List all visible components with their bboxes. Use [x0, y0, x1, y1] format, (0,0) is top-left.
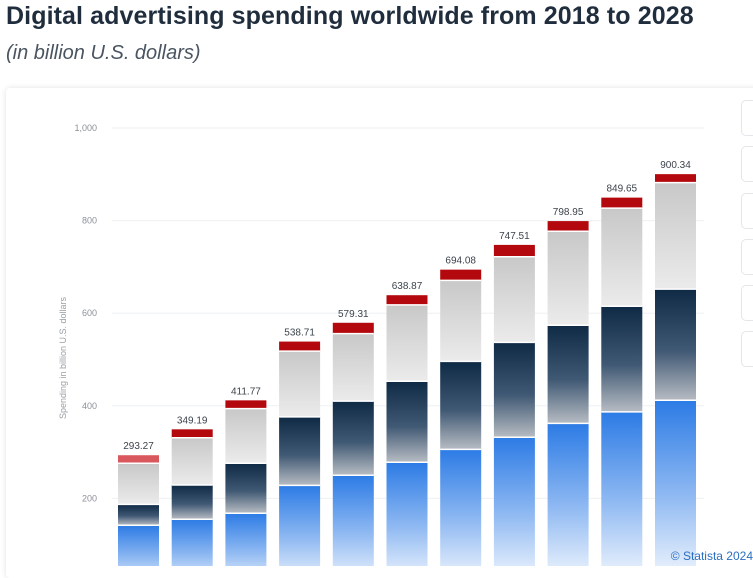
- total-label-2028: 900.34: [660, 160, 691, 171]
- bar-segment-2019-s3[interactable]: [171, 437, 213, 485]
- bell-icon[interactable]: [741, 100, 753, 136]
- total-label-2021: 538.71: [284, 328, 315, 339]
- bar-segment-2022-s3[interactable]: [332, 333, 374, 402]
- download-icon[interactable]: [741, 193, 753, 229]
- bar-segment-2028-s3[interactable]: [655, 182, 696, 290]
- bar-segment-2019-s4[interactable]: [171, 429, 213, 438]
- bar-segment-2025-s4[interactable]: [493, 244, 535, 257]
- bar-segment-2026-s2[interactable]: [547, 325, 589, 424]
- bar-segment-2021-s2[interactable]: [279, 416, 321, 486]
- bar-segment-2020-s1[interactable]: [225, 513, 267, 566]
- bar-segment-2019-s1[interactable]: [171, 519, 213, 566]
- copyright-text[interactable]: © Statista 2024: [670, 549, 753, 563]
- bar-segment-2028-s4[interactable]: [655, 174, 696, 183]
- bar-segment-2018-s4[interactable]: [118, 455, 159, 464]
- total-label-2026: 798.95: [553, 207, 584, 218]
- bar-segment-2022-s4[interactable]: [332, 322, 374, 334]
- bar-segment-2023-s4[interactable]: [386, 295, 428, 305]
- info-icon[interactable]: [741, 331, 753, 367]
- total-label-2025: 747.51: [499, 231, 530, 242]
- bar-segment-2024-s2[interactable]: [440, 361, 482, 450]
- bar-segment-2025-s2[interactable]: [493, 342, 535, 438]
- y-tick-label: 800: [82, 216, 97, 226]
- total-label-2024: 694.08: [445, 256, 476, 267]
- bar-segment-2026-s4[interactable]: [547, 221, 589, 232]
- bar-segment-2024-s3[interactable]: [440, 280, 482, 362]
- bar-segment-2028-s1[interactable]: [655, 400, 696, 566]
- y-tick-label: 200: [82, 493, 97, 503]
- bar-segment-2019-s2[interactable]: [171, 484, 213, 520]
- bar-segment-2021-s4[interactable]: [279, 341, 321, 352]
- bar-segment-2018-s1[interactable]: [118, 525, 159, 566]
- quote-icon[interactable]: [741, 285, 753, 321]
- total-label-2019: 349.19: [177, 415, 208, 426]
- bar-segment-2021-s1[interactable]: [279, 485, 321, 566]
- total-label-2020: 411.77: [231, 386, 261, 397]
- bar-segment-2020-s3[interactable]: [225, 408, 267, 464]
- total-label-2027: 849.65: [607, 184, 638, 195]
- bar-segment-2020-s4[interactable]: [225, 400, 267, 409]
- bar-segment-2024-s4[interactable]: [440, 269, 482, 281]
- y-tick-label: 400: [82, 401, 97, 411]
- bar-segment-2022-s1[interactable]: [332, 475, 374, 566]
- bar-segment-2028-s2[interactable]: [655, 289, 696, 401]
- bar-chart: 200 400 600 800 1,000 293.27 349.19 411.77 538.7…: [58, 123, 704, 566]
- bar-segment-2018-s2[interactable]: [118, 504, 159, 526]
- y-tick-label: 600: [82, 308, 97, 318]
- bar-segment-2023-s3[interactable]: [386, 304, 428, 382]
- bar-segment-2026-s1[interactable]: [547, 423, 589, 566]
- bar-segment-2027-s1[interactable]: [601, 411, 643, 566]
- bar-segment-2023-s2[interactable]: [386, 381, 428, 463]
- bar-segment-2027-s3[interactable]: [601, 208, 643, 307]
- bar-segment-2027-s4[interactable]: [601, 197, 643, 209]
- total-label-2023: 638.87: [392, 281, 423, 292]
- bar-segment-2023-s1[interactable]: [386, 462, 428, 566]
- bar-segment-2027-s2[interactable]: [601, 306, 643, 412]
- settings-icon[interactable]: [741, 239, 753, 275]
- page-title: Digital advertising spending worldwide f…: [6, 2, 694, 30]
- bar-segment-2026-s3[interactable]: [547, 231, 589, 326]
- star-icon[interactable]: [741, 146, 753, 182]
- y-tick-label: 1,000: [74, 123, 97, 133]
- bar-segment-2025-s3[interactable]: [493, 256, 535, 343]
- bar-segment-2025-s1[interactable]: [493, 437, 535, 566]
- total-label-2022: 579.31: [338, 309, 369, 320]
- bar-segment-2022-s2[interactable]: [332, 401, 374, 476]
- bar-segment-2020-s2[interactable]: [225, 463, 267, 514]
- bar-segment-2021-s3[interactable]: [279, 351, 321, 417]
- bar-segment-2018-s3[interactable]: [118, 463, 159, 505]
- page-subtitle: (in billion U.S. dollars): [6, 42, 201, 64]
- bar-segment-2024-s1[interactable]: [440, 449, 482, 566]
- y-axis-label: Spending in billion U.S. dollars: [58, 296, 68, 419]
- total-label-2018: 293.27: [123, 441, 154, 452]
